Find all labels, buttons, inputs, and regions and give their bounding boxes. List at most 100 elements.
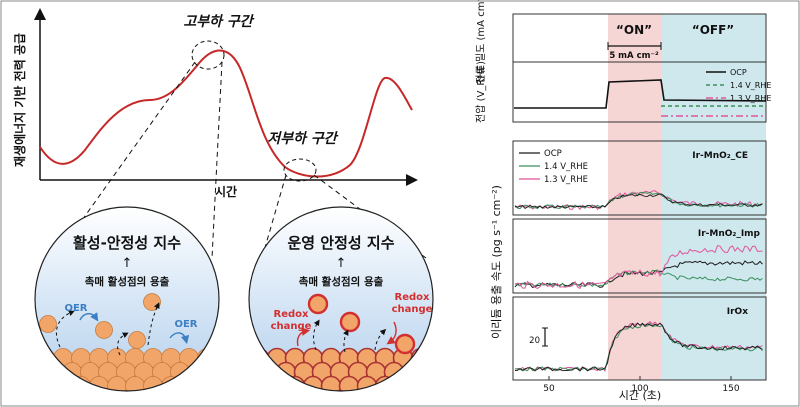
x-axis-title: 시간 (초) [619, 389, 661, 402]
catalyst-particle [257, 361, 279, 383]
voltage-legend-1-3: 1.3 V_RHE [730, 94, 771, 103]
redox-dissolution-arrow-3 [374, 328, 387, 351]
operational-stability-title: 운영 안정성 지수 [287, 234, 394, 252]
panel-label-ir-mno2-ce: Ir-MnO₂_CE [692, 151, 748, 161]
catalyst-particle [197, 376, 217, 391]
activity-stability-title: 활성-안정성 지수 [73, 234, 181, 252]
catalyst-particle [80, 390, 100, 391]
dissolution-trace [514, 193, 763, 209]
catalyst-particle [35, 348, 37, 368]
oer-arrow-1 [79, 312, 99, 322]
high-load-zoom-marker [191, 40, 225, 70]
catalyst-bed-left [35, 348, 219, 391]
catalyst-particle [347, 389, 369, 391]
x-tick-label: 50 [543, 384, 555, 394]
catalyst-particle [35, 376, 55, 391]
catalyst-particle [249, 375, 270, 391]
catalyst-particle [266, 375, 288, 391]
redox-arrow-2 [386, 321, 397, 345]
catalyst-particle [257, 389, 279, 391]
catalyst-particle [35, 376, 37, 391]
x-axis-label: 시간 [215, 184, 237, 199]
voltage-legend-1-4: 1.4 V_RHE [730, 81, 771, 90]
current-annotation: 5 mA cm⁻² [609, 51, 659, 61]
catalyst-particle [392, 375, 414, 391]
right-circle-border [248, 206, 434, 392]
dissolving-particles-left [39, 293, 161, 349]
off-label: “OFF” [692, 23, 734, 37]
redox-dissolution-arrow-2 [342, 329, 349, 353]
legend-1-3: 1.3 V_RHE [544, 175, 588, 185]
dissolution-trace [514, 191, 763, 210]
catalyst-particle [338, 375, 360, 391]
legend-ocp: OCP [544, 149, 562, 159]
catalyst-particle [197, 348, 217, 368]
panel-label-ir-mno2-imp: Ir-MnO₂_Imp [698, 229, 761, 239]
dissolution-ylabel: 이리듐 용출 속도 (pg s⁻¹ cm⁻²) [490, 185, 503, 339]
x-axis-ticks: 50 100 150 [543, 376, 740, 394]
redox-label-left: Redox change [271, 309, 312, 332]
low-load-label: 저부하 구간 [267, 131, 338, 147]
dissolution-legend: OCP 1.4 V_RHE 1.3 V_RHE [519, 149, 588, 185]
redox-dissolution-arrow-1 [313, 319, 320, 351]
right-circle-background [249, 207, 433, 391]
left-circle-subtitle: 촉매 활성점의 용출 [85, 275, 170, 288]
high-load-label: 고부하 구간 [183, 14, 254, 30]
redox-particle [339, 311, 361, 333]
catalyst-particle [329, 389, 351, 391]
legend-1-4: 1.4 V_RHE [544, 162, 588, 172]
catalyst-particle [206, 362, 219, 382]
catalyst-particle [275, 389, 297, 391]
current-voltage-panel [512, 13, 767, 123]
catalyst-particle [53, 376, 73, 391]
catalyst-particle [107, 376, 127, 391]
voltage-legend: OCP 1.4 V_RHE 1.3 V_RHE [706, 68, 771, 103]
catalyst-particle [249, 347, 252, 369]
catalyst-particle [419, 389, 433, 391]
catalyst-particle [44, 362, 64, 382]
right-circle-subtitle: 촉매 활성점의 용출 [299, 275, 384, 288]
catalyst-particle [35, 362, 46, 382]
oer-label-2: OER [174, 319, 197, 330]
power-supply-curve [39, 49, 413, 178]
catalyst-particle [170, 390, 190, 391]
left-circle-background [35, 207, 219, 391]
catalyst-particle [311, 389, 333, 391]
x-tick-label: 100 [631, 384, 648, 394]
catalyst-particle [249, 389, 261, 391]
catalyst-particle [215, 376, 219, 391]
dissolved-particle [95, 321, 113, 339]
oer-arrow-2 [169, 332, 190, 345]
left-increase-arrow: ↑ [122, 256, 133, 271]
catalyst-particle [152, 390, 172, 391]
catalyst-particle [302, 375, 324, 391]
dissolution-arrow-3 [147, 302, 160, 346]
catalyst-particle [116, 390, 136, 391]
voltage-legend-ocp: OCP [730, 68, 747, 77]
y-axis-label: 재생에너지 기반 전력 공급 [12, 33, 27, 167]
x-tick-label: 150 [722, 384, 739, 394]
oer-label-1: OER [64, 303, 87, 314]
on-region-shading [608, 14, 661, 380]
redox-particle [307, 293, 329, 315]
low-load-zoom-marker [283, 158, 317, 182]
operational-stability-circle: Redox change Redox change 운영 안정성 지수 ↑ 촉매 활… [248, 206, 434, 392]
redox-label-right: Redox change [392, 292, 433, 315]
panel-label-irox: IrOx [727, 307, 748, 317]
voltage-ylabel: 전압 (V_RHE) [474, 61, 487, 123]
dissolution-trace [514, 322, 763, 372]
on-label: “ON” [616, 23, 652, 37]
dissolution-trace [514, 245, 763, 290]
left-circle-border [34, 206, 220, 392]
dissolution-trace [514, 269, 763, 288]
dissolution-traces [514, 190, 763, 373]
catalyst-particle [428, 347, 433, 369]
catalyst-particle [143, 376, 163, 391]
catalyst-particle [44, 390, 64, 391]
zoom-connector-right-a [261, 174, 287, 259]
power-supply-schematic: 재생에너지 기반 전력 공급 시간 고부하 구간 저부하 구간 OER [12, 8, 434, 392]
catalyst-particle [410, 347, 432, 369]
panel-ir-mno2-imp [512, 218, 767, 294]
